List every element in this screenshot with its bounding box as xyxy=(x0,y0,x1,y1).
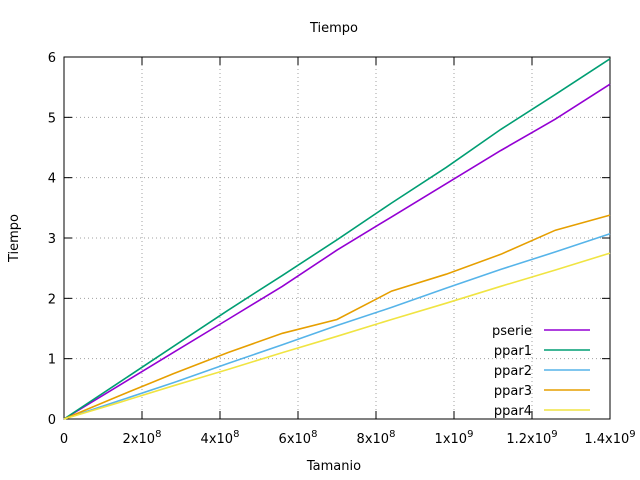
series-line-ppar1 xyxy=(63,58,611,420)
legend-label-pserie: pserie xyxy=(492,324,532,339)
x-tick-label: 6x108 xyxy=(279,429,318,447)
y-tick-label: 3 xyxy=(48,232,56,247)
x-tick-label: 2x108 xyxy=(123,429,162,447)
series-lines xyxy=(63,58,611,420)
axis-ticks: 0 1 2 3 4 5 6 0 2x108 4x108 6x108 8x108 1x109 1.2x109… xyxy=(48,51,636,447)
x-tick-label: 1x109 xyxy=(435,429,474,447)
series-line-ppar4 xyxy=(63,252,611,420)
y-axis-label: Tiempo xyxy=(7,214,22,263)
series-line-ppar2 xyxy=(63,233,611,420)
grid-lines xyxy=(64,57,610,419)
y-tick-label: 1 xyxy=(48,353,56,368)
x-tick-label: 8x108 xyxy=(357,429,396,447)
chart-title: Tiempo xyxy=(309,21,358,36)
x-tick-label: 4x108 xyxy=(201,429,240,447)
legend: pserie ppar1 ppar2 ppar3 ppar4 xyxy=(492,324,590,419)
y-tick-label: 2 xyxy=(48,292,56,307)
y-tick-label: 4 xyxy=(48,172,56,187)
x-tick-label: 1.4x109 xyxy=(584,429,635,447)
legend-label-ppar4: ppar4 xyxy=(494,404,532,419)
legend-label-ppar3: ppar3 xyxy=(494,384,532,399)
y-tick-label: 6 xyxy=(48,51,56,66)
series-line-ppar3 xyxy=(63,214,611,420)
legend-label-ppar1: ppar1 xyxy=(494,344,532,359)
x-tick-label: 1.2x109 xyxy=(506,429,557,447)
series-line-pserie xyxy=(63,83,611,420)
legend-label-ppar2: ppar2 xyxy=(494,364,532,379)
y-tick-label: 0 xyxy=(48,413,56,428)
y-tick-label: 5 xyxy=(48,111,56,126)
x-tick-label: 0 xyxy=(60,432,68,447)
x-axis-label: Tamanio xyxy=(306,459,361,474)
